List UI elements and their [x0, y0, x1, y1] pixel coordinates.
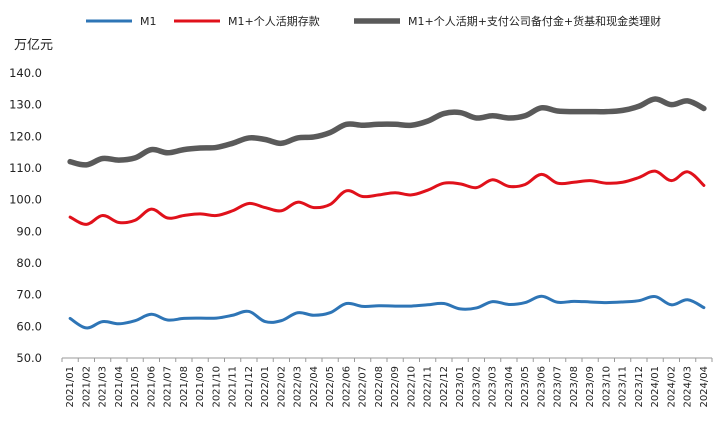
x-tick-label: 2023/11 — [618, 366, 629, 408]
x-tick-label: 2023/03 — [488, 366, 499, 408]
legend-label: M1+个人活期+支付公司备付金+货基和现金类理财 — [408, 14, 661, 28]
x-tick-label: 2023/08 — [569, 366, 580, 408]
x-tick-label: 2021/04 — [114, 366, 125, 408]
x-tick-label: 2023/10 — [601, 366, 612, 408]
x-tick-label: 2023/09 — [585, 366, 596, 408]
x-tick-label: 2021/03 — [98, 366, 109, 408]
x-tick-label: 2023/12 — [634, 366, 645, 408]
legend-label: M1 — [140, 15, 157, 28]
x-tick-label: 2022/03 — [293, 366, 304, 408]
series-line — [68, 294, 706, 330]
x-tick-label: 2021/02 — [81, 366, 92, 408]
y-axis-unit-label: 万亿元 — [14, 38, 53, 53]
legend-label: M1+个人活期存款 — [228, 14, 320, 28]
x-tick-label: 2023/02 — [471, 366, 482, 408]
x-tick-label: 2024/01 — [650, 366, 661, 408]
y-tick-label: 50.0 — [16, 351, 42, 365]
x-tick-label: 2021/10 — [211, 366, 222, 408]
x-tick-label: 2023/06 — [536, 366, 547, 408]
x-tick-label: 2022/12 — [439, 366, 450, 408]
x-tick-label: 2021/01 — [65, 366, 76, 408]
x-tick-label: 2022/01 — [260, 366, 271, 408]
x-tick-label: 2022/02 — [276, 366, 287, 408]
series-lines — [67, 96, 707, 330]
y-tick-label: 100.0 — [9, 193, 42, 207]
y-tick-label: 120.0 — [9, 129, 42, 143]
x-tick-label: 2022/11 — [423, 366, 434, 408]
x-tick-label: 2023/04 — [504, 366, 515, 408]
x-tick-label: 2024/04 — [699, 366, 710, 408]
x-tick-label: 2023/05 — [520, 366, 531, 408]
x-tick-label: 2022/05 — [325, 366, 336, 408]
x-tick-label: 2024/03 — [683, 366, 694, 408]
x-tick-label: 2022/06 — [341, 366, 352, 408]
y-tick-label: 80.0 — [16, 256, 42, 270]
legend-item: M1+个人活期存款 — [174, 14, 320, 28]
y-tick-label: 140.0 — [9, 66, 42, 80]
x-tick-label: 2022/04 — [309, 366, 320, 408]
legend-item: M1 — [86, 15, 157, 28]
y-tick-label: 70.0 — [16, 288, 42, 302]
x-tick-label: 2022/08 — [374, 366, 385, 408]
x-tick-label: 2021/08 — [179, 366, 190, 408]
series-line — [67, 96, 707, 168]
x-tick-label: 2022/07 — [358, 366, 369, 408]
y-tick-label: 110.0 — [9, 161, 42, 175]
y-tick-label: 60.0 — [16, 319, 42, 333]
legend: M1 M1+个人活期存款 M1+个人活期+支付公司备付金+货基和现金类理财 — [86, 14, 661, 28]
y-axis: 50.0 60.0 70.0 80.0 90.0 100.0 110.0 120.0 130.0… — [9, 66, 42, 365]
x-tick-label: 2022/10 — [406, 366, 417, 408]
legend-item: M1+个人活期+支付公司备付金+货基和现金类理财 — [354, 14, 661, 28]
x-tick-label: 2023/01 — [455, 366, 466, 408]
x-tick-label: 2024/02 — [666, 366, 677, 408]
x-tick-label: 2021/12 — [244, 366, 255, 408]
y-tick-label: 130.0 — [9, 98, 42, 112]
x-tick-label: 2021/07 — [163, 366, 174, 408]
x-tick-label: 2021/05 — [130, 366, 141, 408]
x-tick-label: 2021/11 — [228, 366, 239, 408]
x-tick-label: 2021/06 — [146, 366, 157, 408]
series-line — [68, 169, 706, 226]
x-tick-label: 2022/09 — [390, 366, 401, 408]
x-axis: 2021/01 2021/02 2021/03 2021/04 2021/05 2021/… — [61, 357, 713, 408]
x-tick-label: 2023/07 — [553, 366, 564, 408]
x-tick-label: 2021/09 — [195, 366, 206, 408]
y-tick-label: 90.0 — [16, 224, 42, 238]
